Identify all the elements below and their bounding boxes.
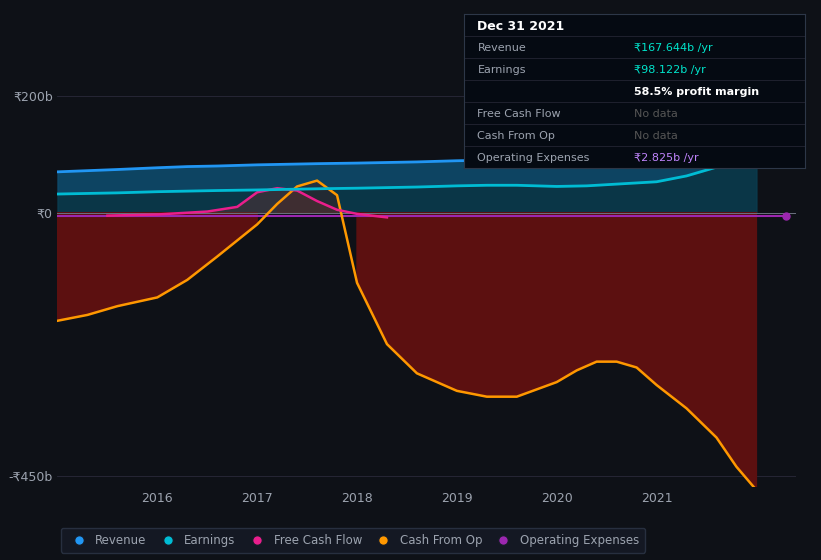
Text: Cash From Op: Cash From Op [478, 131, 555, 141]
Text: Dec 31 2021: Dec 31 2021 [478, 20, 565, 32]
Point [780, 211, 793, 220]
Text: No data: No data [635, 131, 678, 141]
Text: Free Cash Flow: Free Cash Flow [478, 109, 561, 119]
Text: ₹167.644b /yr: ₹167.644b /yr [635, 43, 713, 53]
Text: Earnings: Earnings [478, 65, 526, 75]
Text: ₹2.825b /yr: ₹2.825b /yr [635, 153, 699, 163]
Text: 58.5% profit margin: 58.5% profit margin [635, 87, 759, 97]
Point [750, 110, 763, 119]
Legend: Revenue, Earnings, Free Cash Flow, Cash From Op, Operating Expenses: Revenue, Earnings, Free Cash Flow, Cash … [61, 528, 645, 553]
Text: ₹98.122b /yr: ₹98.122b /yr [635, 65, 706, 75]
Text: Revenue: Revenue [478, 43, 526, 53]
Text: Operating Expenses: Operating Expenses [478, 153, 589, 163]
Text: No data: No data [635, 109, 678, 119]
Point [750, 151, 763, 160]
